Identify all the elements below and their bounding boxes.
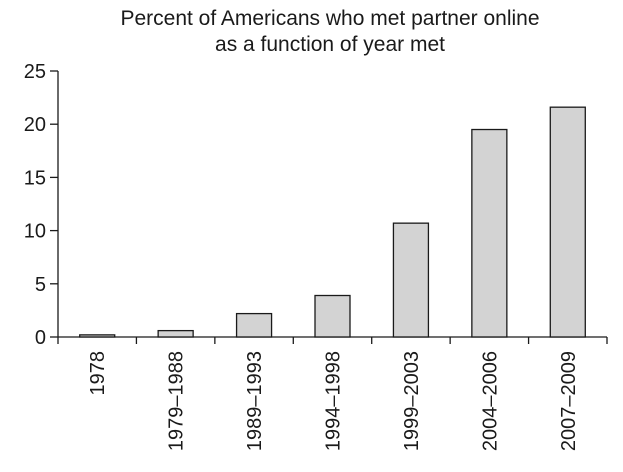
bar-1979–1988 xyxy=(157,329,194,338)
y-axis: 0 5 10 15 20 25 xyxy=(24,61,59,349)
bar-1999–2003 xyxy=(392,222,430,338)
y-tick-label: 25 xyxy=(24,61,46,83)
x-tick-label: 1978 xyxy=(87,351,109,396)
y-tick-label: 20 xyxy=(24,114,46,136)
chart-title-block: Percent of Americans who met partner onl… xyxy=(0,6,623,58)
x-tick-label: 2004–2006 xyxy=(479,351,501,451)
x-tick-label: 1994–1998 xyxy=(323,351,345,451)
bar-1994–1998 xyxy=(314,294,351,338)
bar-1978 xyxy=(79,334,116,338)
bars xyxy=(79,106,586,338)
bar-2004–2006 xyxy=(471,128,508,338)
bar-1989–1993 xyxy=(235,312,273,338)
y-tick-label: 15 xyxy=(24,167,46,189)
x-tick-label: 1979–1988 xyxy=(166,351,188,451)
chart-title: Percent of Americans who met partner onl… xyxy=(120,7,540,30)
x-tick-label: 1999–2003 xyxy=(401,351,423,451)
y-tick-label: 10 xyxy=(24,221,46,243)
x-tick-label: 1989–1993 xyxy=(244,351,266,451)
y-tick-label: 5 xyxy=(35,274,46,296)
y-tick-label: 0 xyxy=(35,327,46,349)
x-tick-labels: 1978 1979–1988 1989–1993 1994–1998 1999–2003… xyxy=(87,351,580,451)
x-tick-label: 2007–2009 xyxy=(558,351,580,451)
x-axis xyxy=(57,336,608,344)
bar-2007–2009 xyxy=(549,106,586,338)
chart-subtitle: as a function of year met xyxy=(215,33,445,56)
